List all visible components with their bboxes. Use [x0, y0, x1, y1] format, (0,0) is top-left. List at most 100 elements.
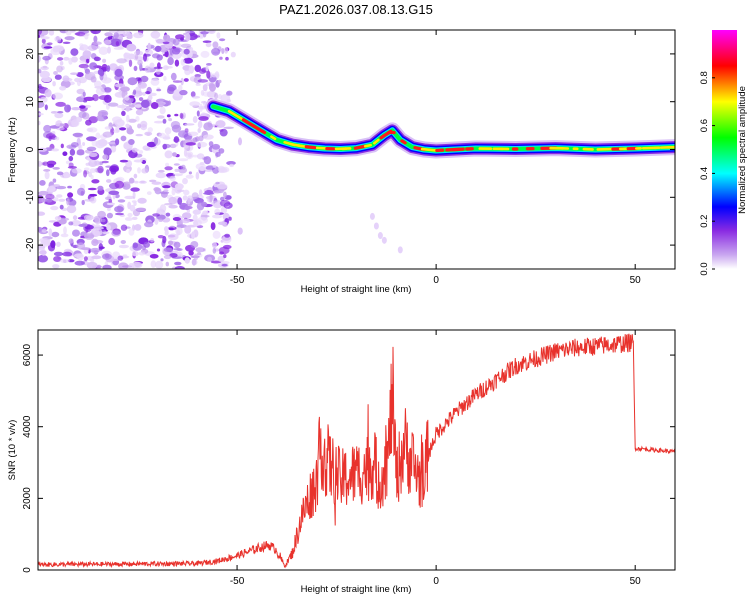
noise-blob — [83, 96, 95, 101]
noise-blob — [155, 172, 167, 179]
noise-blob — [89, 168, 97, 174]
spectrogram-ticks: -50 0 50 -20 -10 0 10 20 — [25, 30, 675, 286]
ridge-peak-segment — [373, 138, 380, 145]
noise-blob — [110, 167, 117, 175]
noise-blob — [100, 218, 106, 223]
noise-blob — [162, 118, 167, 124]
noise-blob — [40, 36, 50, 40]
noise-blob — [182, 177, 188, 185]
noise-blob — [184, 123, 195, 126]
noise-blob — [123, 181, 131, 187]
noise-blob — [142, 92, 146, 96]
ridge-peak-segment — [400, 139, 407, 145]
noise-blob — [107, 207, 111, 212]
noise-blob — [101, 160, 109, 164]
noise-blob — [156, 207, 164, 215]
noise-blob — [210, 73, 220, 78]
noise-blob — [75, 31, 86, 37]
noise-blob — [84, 232, 95, 240]
noise-blob — [120, 135, 127, 142]
spectrogram-x-tick-label: 0 — [433, 275, 439, 286]
noise-blob — [104, 32, 113, 37]
noise-blob — [38, 247, 45, 251]
noise-blob — [131, 216, 138, 220]
noise-blob — [198, 189, 203, 197]
noise-blob — [89, 247, 101, 253]
noise-blob — [173, 89, 181, 97]
noise-blob — [127, 77, 138, 86]
noise-blob — [165, 162, 170, 167]
noise-blob — [107, 102, 119, 107]
noise-blob — [120, 86, 130, 92]
noise-blob — [65, 30, 72, 36]
noise-blob — [101, 77, 112, 84]
noise-blob — [188, 65, 195, 74]
noise-blob — [44, 104, 48, 111]
noise-blob — [126, 114, 130, 123]
noise-blob — [103, 147, 112, 156]
noise-blob — [151, 53, 161, 59]
noise-blob — [150, 260, 157, 268]
noise-blob — [58, 198, 66, 202]
colorbar: 0.0 0.2 0.4 0.6 0.8 Normalized spectral ampl… — [699, 30, 748, 276]
noise-blob — [182, 212, 192, 220]
noise-blob — [156, 248, 161, 252]
noise-blob — [377, 232, 383, 240]
noise-blob — [76, 253, 84, 261]
noise-blob — [184, 257, 190, 264]
noise-blob — [212, 41, 219, 49]
noise-blob — [38, 254, 49, 263]
noise-blob — [48, 30, 55, 36]
colorbar-ticks: 0.0 0.2 0.4 0.6 0.8 — [699, 71, 715, 276]
noise-blob — [86, 58, 90, 64]
snr-x-tick-label: 50 — [630, 576, 642, 587]
noise-blob — [84, 66, 88, 71]
noise-blob — [102, 264, 112, 269]
noise-blob — [54, 74, 62, 80]
noise-blob — [230, 51, 236, 58]
noise-blob — [158, 132, 166, 139]
noise-blob — [126, 128, 134, 135]
noise-blob — [133, 159, 143, 163]
noise-blob — [61, 81, 67, 85]
noise-blob — [223, 254, 227, 259]
noise-blob — [183, 57, 194, 64]
spectrogram-y-tick-label: -20 — [25, 237, 36, 252]
noise-blob — [115, 138, 120, 146]
noise-blob — [191, 192, 199, 200]
noise-blob — [52, 92, 63, 100]
noise-blob — [180, 164, 186, 170]
noise-blob — [178, 84, 183, 92]
noise-blob — [226, 91, 231, 96]
noise-blob — [89, 62, 98, 70]
noise-blob — [150, 30, 161, 39]
ridge-peak-segment — [227, 109, 244, 121]
noise-blob — [397, 246, 403, 254]
noise-blob — [44, 89, 52, 98]
spectrogram-ridge — [205, 98, 675, 159]
noise-blob — [56, 194, 63, 198]
noise-blob — [219, 38, 226, 42]
noise-blob — [140, 180, 145, 183]
noise-blob — [121, 110, 126, 116]
noise-blob — [38, 198, 44, 203]
noise-blob — [98, 46, 109, 55]
noise-blob — [217, 94, 222, 100]
noise-blob — [72, 215, 78, 221]
noise-blob — [164, 166, 173, 171]
noise-blob — [191, 95, 201, 99]
noise-blob — [197, 120, 203, 129]
noise-blob — [164, 127, 172, 135]
colorbar-tick-label: 0.6 — [699, 119, 710, 132]
noise-blob — [185, 33, 191, 42]
noise-blob — [98, 243, 104, 251]
noise-blob — [39, 70, 50, 79]
noise-blob — [147, 42, 151, 51]
noise-blob — [56, 241, 61, 247]
noise-blob — [84, 34, 89, 40]
noise-blob — [124, 95, 130, 101]
noise-blob — [207, 30, 215, 33]
noise-blob — [83, 167, 90, 171]
noise-blob — [118, 244, 129, 249]
